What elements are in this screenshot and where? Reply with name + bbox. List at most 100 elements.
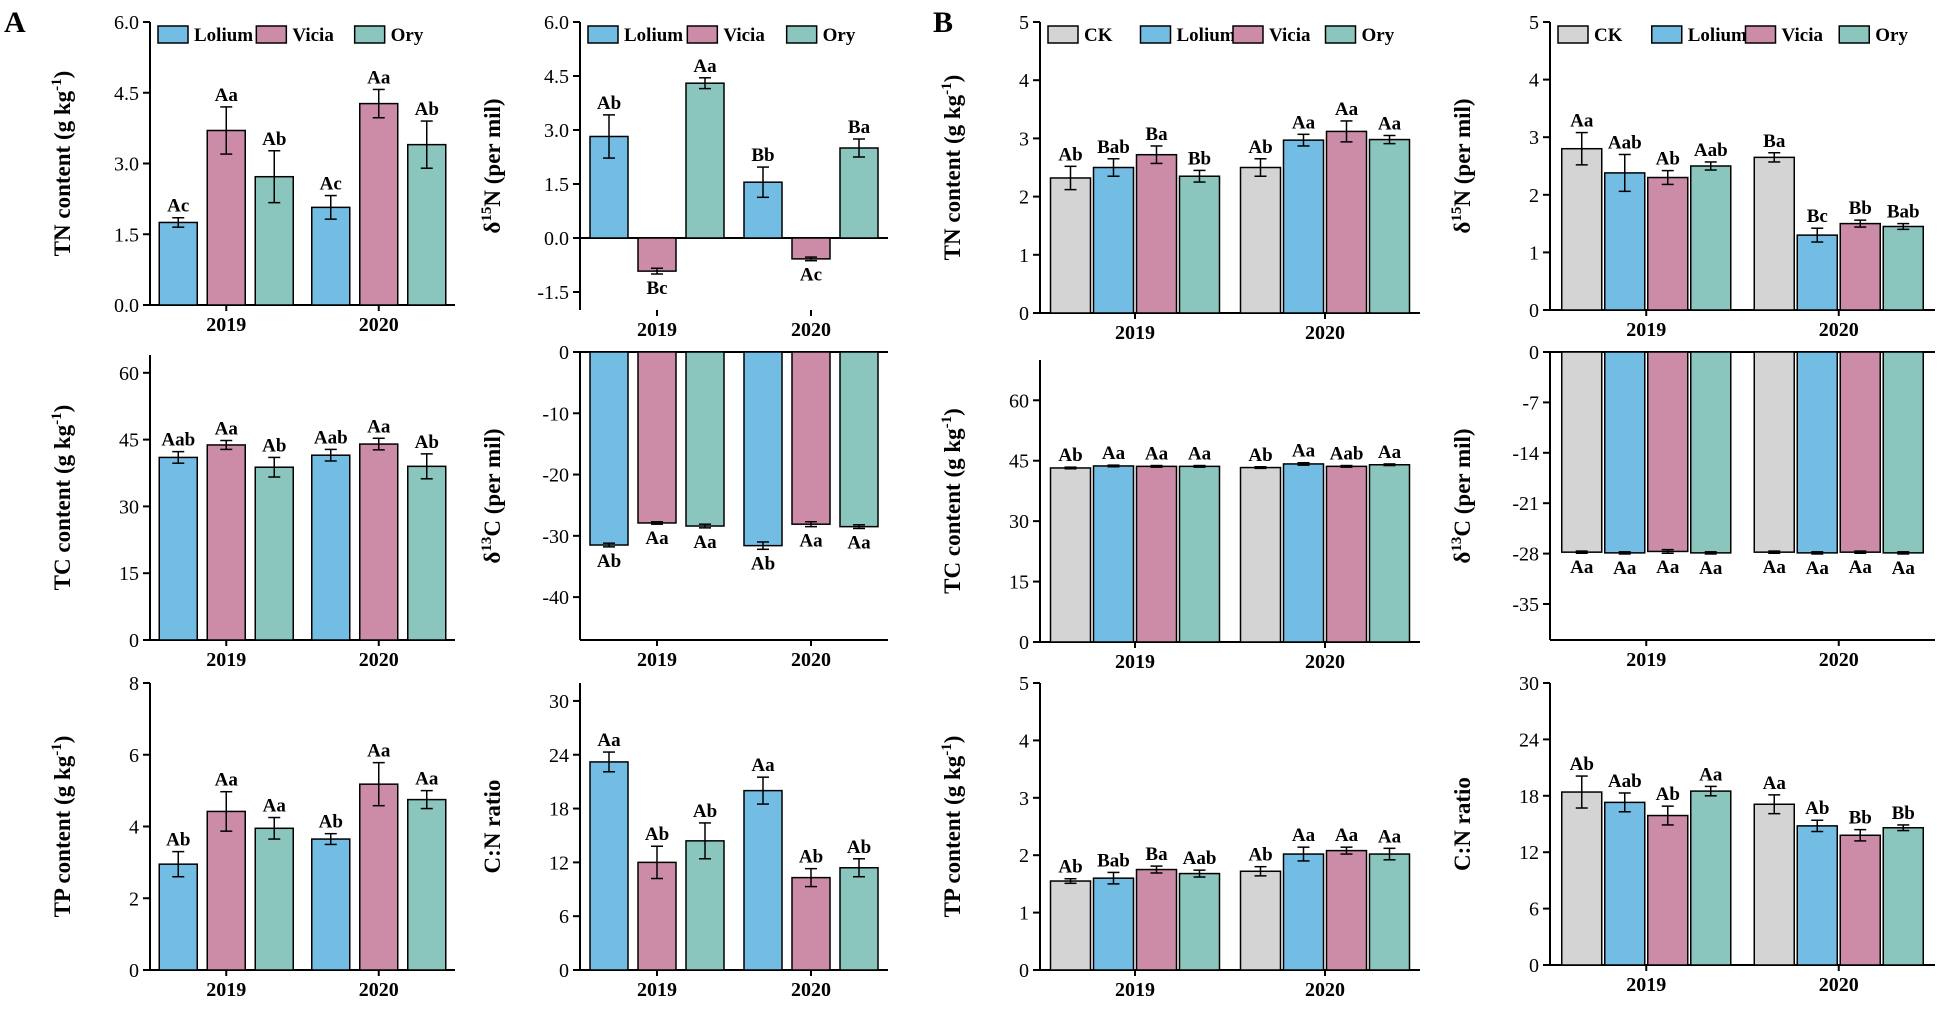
significance-label: Ab (1248, 845, 1272, 866)
significance-label: Ba (1145, 844, 1168, 865)
significance-label: Aa (1378, 826, 1402, 847)
legend-swatch-ory (1324, 25, 1357, 44)
significance-label: Ab (1570, 754, 1594, 775)
y-tick-label: -30 (542, 526, 569, 548)
bar-ory-2020 (407, 143, 447, 306)
significance-label: Ab (1248, 137, 1272, 158)
y-tick-label: 18 (1519, 786, 1539, 808)
significance-label: Ab (1656, 149, 1680, 170)
y-tick-label: 3 (1529, 127, 1539, 149)
bar-lolium-2020 (311, 838, 351, 971)
significance-label: Ab (1058, 445, 1082, 466)
chart-a-d15n: -1.5 0.0 1.5 3.0 4.5 6.0 δ15N (per mil) 2019 Ab B… (479, 12, 888, 341)
bar-vicia-2019 (1135, 465, 1178, 643)
y-tick-label: 4 (1019, 70, 1029, 92)
bar-lolium-2019 (1604, 351, 1646, 554)
x-tick-label: 2019 (1626, 649, 1666, 671)
significance-label: Aa (1292, 441, 1316, 462)
significance-label: Aa (1378, 442, 1402, 463)
bar-ory-2020 (1368, 138, 1411, 314)
bar-ck-2020 (1239, 166, 1282, 314)
legend-label-ory: Ory (1362, 25, 1395, 46)
bar-lolium-2019 (589, 761, 629, 971)
bar-vicia-2020 (1325, 130, 1368, 314)
bar-ory-2020 (839, 867, 879, 971)
legend-label-vicia: Vicia (292, 25, 334, 46)
y-tick-label: 45 (119, 430, 139, 452)
y-tick-label: 4 (129, 817, 139, 839)
y-tick-label: 2 (129, 888, 139, 910)
significance-label: Ab (319, 812, 343, 833)
bar-vicia-2020 (1839, 834, 1881, 966)
x-tick-label: 2019 (1115, 322, 1155, 344)
significance-label: Ab (751, 553, 775, 574)
bar-vicia-2020 (791, 351, 831, 525)
legend-label-vicia: Vicia (723, 25, 765, 46)
y-tick-label: -20 (542, 465, 569, 487)
legend-swatch-lolium (587, 25, 619, 44)
legend-swatch-vicia (1232, 25, 1264, 44)
significance-label: Aa (799, 531, 823, 552)
legend: CK Lolium Vicia Ory (1047, 25, 1395, 46)
legend-swatch-lolium (157, 25, 189, 44)
bar-ory-2019 (1178, 465, 1221, 643)
bar-ck-2019 (1561, 147, 1603, 311)
panel-label-a: A (4, 6, 26, 39)
significance-label: Ab (799, 847, 823, 868)
chart-a-tc: 0 15 30 45 60 TC content (g kg-1) 2019 Aab Aa Ab 2… (49, 355, 455, 671)
legend-swatch-ory (353, 25, 386, 44)
significance-label: Bb (1849, 808, 1872, 829)
bar-ory-2019 (254, 466, 294, 641)
significance-label: Bc (646, 278, 667, 299)
significance-label: Ac (800, 265, 822, 286)
bar-vicia-2020 (1325, 465, 1368, 643)
bar-ck-2019 (1561, 351, 1603, 553)
bar-lolium-2020 (311, 454, 351, 641)
bar-lolium-2019 (158, 221, 198, 306)
significance-label: Aa (215, 770, 239, 791)
significance-label: Bb (1188, 148, 1211, 169)
y-tick-label: -1.5 (537, 282, 569, 304)
bar-ory-2020 (1882, 827, 1924, 966)
significance-label: Aab (1330, 444, 1364, 465)
significance-label: Ab (1058, 144, 1082, 165)
y-tick-label: 1 (1529, 242, 1539, 264)
y-tick-label: 4 (1529, 70, 1539, 92)
y-tick-label: 12 (1519, 842, 1539, 864)
legend-swatch-vicia (1744, 25, 1777, 44)
bar-vicia-2020 (791, 876, 831, 971)
x-tick-label: 2019 (1115, 979, 1155, 1001)
legend: Lolium Vicia Ory (157, 25, 424, 46)
y-tick-label: 30 (1519, 673, 1539, 695)
bar-vicia-2020 (1325, 849, 1368, 971)
bar-vicia-2020 (359, 783, 399, 971)
y-tick-label: 4.5 (544, 66, 569, 88)
bar-ck-2020 (1753, 156, 1795, 311)
x-tick-label: 2019 (637, 649, 677, 671)
y-tick-label: 6 (129, 745, 139, 767)
y-tick-label: 2 (1529, 185, 1539, 207)
y-tick-label: 5 (1529, 12, 1539, 34)
legend-label-lolium: Lolium (194, 25, 253, 46)
bar-lolium-2020 (311, 206, 351, 306)
bar-ory-2020 (1882, 225, 1924, 311)
y-tick-label: 3 (1019, 128, 1029, 150)
y-tick-label: 5 (1019, 12, 1029, 34)
chart-a-tn: 0.0 1.5 3.0 4.5 6.0 TN content (g kg-1) 2019 Ac… (49, 12, 455, 336)
bar-ck-2019 (1049, 880, 1092, 971)
bar-vicia-2019 (637, 351, 677, 524)
y-tick-label: 60 (1009, 390, 1029, 412)
y-tick-label: 24 (549, 745, 569, 767)
significance-label: Aa (215, 419, 239, 440)
bar-ory-2019 (1690, 790, 1732, 966)
bar-ck-2020 (1239, 466, 1282, 643)
y-tick-label: -40 (542, 587, 569, 609)
y-tick-label: 0 (129, 630, 139, 652)
y-tick-label: 6 (1529, 899, 1539, 921)
bar-ory-2020 (839, 351, 879, 528)
bar-ory-2020 (407, 798, 447, 971)
y-axis-label: TC content (g kg-1) (939, 408, 965, 594)
y-tick-label: 2 (1019, 187, 1029, 209)
chart-b-d13c: -35 -28 -21 -14 -7 0 δ13C (per mil) 2019 Aa Aa Aa A… (1449, 342, 1935, 671)
significance-label: Aab (1694, 140, 1728, 161)
